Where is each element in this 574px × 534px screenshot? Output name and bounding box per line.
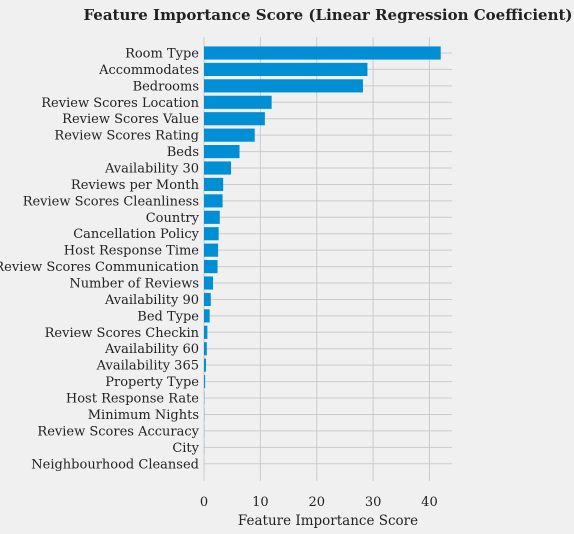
bar [204, 375, 206, 389]
y-tick-label: Review Scores Value [62, 112, 199, 127]
bar [204, 112, 265, 126]
x-tick-label: 20 [308, 495, 325, 510]
bar [204, 358, 206, 372]
bar [204, 79, 363, 93]
y-tick-label: Review Scores Checkin [45, 326, 200, 341]
bar [204, 325, 208, 339]
y-tick-label: Cancellation Policy [73, 227, 199, 242]
y-tick-label: Review Scores Cleanliness [23, 194, 199, 209]
bar [204, 161, 232, 175]
y-tick-label: City [172, 441, 199, 456]
y-tick-label: Beds [167, 145, 199, 160]
y-tick-label: Property Type [105, 375, 199, 390]
y-tick-label: Review Scores Accuracy [37, 424, 199, 439]
bars [204, 46, 441, 471]
bar [204, 62, 368, 77]
bar [204, 292, 211, 307]
x-axis-label: Feature Importance Score [238, 513, 418, 529]
y-tick-label: Country [146, 211, 200, 226]
x-tick-label: 10 [252, 495, 269, 510]
y-tick-label: Neighbourhood Cleansed [31, 457, 199, 472]
y-tick-label: Review Scores Communication [0, 260, 200, 275]
y-tick-label: Host Response Rate [66, 392, 199, 407]
y-tick-label: Number of Reviews [69, 277, 199, 292]
y-tick-label: Availability 60 [104, 342, 199, 357]
y-tick-label: Review Scores Rating [54, 129, 199, 144]
y-tick-label: Bed Type [137, 309, 199, 324]
bar [204, 227, 219, 241]
y-tick-label: Accommodates [98, 63, 199, 78]
bar [204, 145, 240, 159]
y-tick-label: Bedrooms [133, 79, 199, 94]
y-tick-label: Availability 90 [104, 293, 199, 308]
chart-title: Feature Importance Score (Linear Regress… [83, 6, 572, 24]
y-tick-label: Availability 365 [96, 359, 199, 374]
y-tick-label: Room Type [125, 47, 199, 62]
bar [204, 177, 224, 192]
y-tick-label: Host Response Time [64, 244, 200, 259]
bar [204, 309, 210, 323]
y-tick-label: Minimum Nights [88, 408, 199, 423]
x-tick-label: 0 [200, 495, 208, 510]
bar [204, 276, 214, 290]
bar [204, 128, 255, 142]
y-tick-label: Reviews per Month [71, 178, 200, 193]
x-tick-labels: 0 10 20 30 40 [200, 495, 438, 510]
bar [204, 95, 272, 109]
y-tick-label: Availability 30 [104, 162, 199, 177]
x-tick-label: 40 [421, 495, 438, 510]
x-tick-label: 30 [365, 495, 382, 510]
bar [204, 342, 207, 356]
bar [204, 260, 218, 274]
bar [204, 210, 220, 224]
y-tick-label: Review Scores Location [41, 96, 199, 111]
bar [204, 194, 223, 208]
bar [204, 46, 441, 60]
bar [204, 243, 219, 257]
